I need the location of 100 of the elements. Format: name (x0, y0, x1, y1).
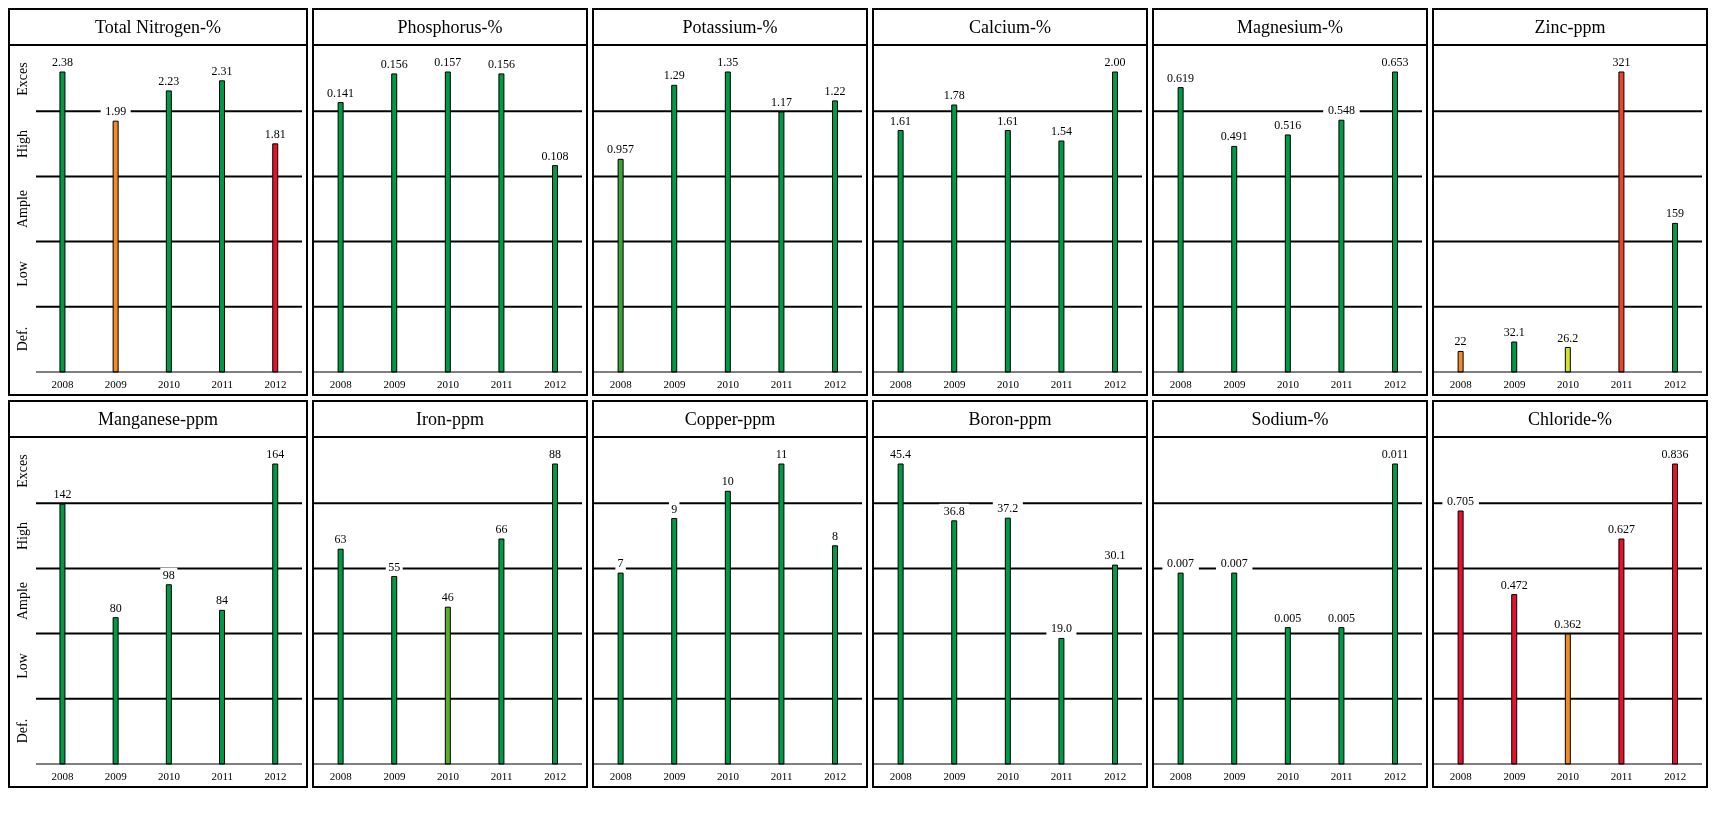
x-tick-label: 2011 (1330, 377, 1353, 390)
text: High (15, 521, 31, 550)
chart-title: Calcium-% (874, 10, 1146, 46)
data-label: 32.1 (1503, 325, 1525, 339)
data-label: 2.23 (158, 73, 180, 88)
text: Ample (15, 581, 31, 621)
data-label: 1.54 (1050, 124, 1072, 138)
data-label: 0.627 (1607, 522, 1635, 536)
data-label: 0.548 (1327, 103, 1355, 118)
x-tick-label: 2008 (1169, 377, 1193, 390)
x-tick-label: 2010 (437, 769, 460, 782)
x-tick-label: 2011 (1610, 769, 1633, 782)
x-tick-label: 2011 (211, 377, 233, 390)
x-tick-label: 2012 (824, 377, 847, 390)
text: Low (14, 261, 31, 288)
x-tick-label: 2009 (1223, 769, 1246, 782)
data-label: 1.29 (663, 68, 685, 83)
chart-title: Zinc-ppm (1434, 10, 1706, 46)
text: Low (14, 653, 31, 680)
data-label: 0.007 (1220, 556, 1248, 571)
x-tick-label: 2011 (490, 377, 513, 390)
data-label: 0.007 (1167, 556, 1195, 571)
text: Exces (15, 453, 31, 488)
text: Ample (15, 189, 31, 229)
data-label: 22 (1454, 334, 1467, 349)
data-label: 55 (388, 559, 401, 574)
x-tick-label: 2010 (1557, 377, 1580, 390)
data-label: 1.81 (264, 126, 286, 141)
x-tick-label: 2008 (51, 769, 75, 782)
chart-title: Magnesium-% (1154, 10, 1426, 46)
x-tick-label: 2012 (1104, 769, 1127, 782)
data-label: 0.011 (1381, 447, 1409, 461)
data-label: 98 (162, 567, 175, 582)
data-label: 2.00 (1104, 55, 1126, 69)
data-label: 1.17 (770, 95, 792, 109)
data-label: 36.8 (943, 503, 965, 518)
x-tick-label: 2008 (609, 377, 633, 390)
x-tick-label: 2008 (609, 769, 633, 782)
data-label: 164 (266, 447, 285, 461)
x-tick-label: 2012 (1664, 377, 1687, 390)
x-tick-label: 2010 (158, 769, 181, 782)
x-tick-label: 2010 (717, 377, 740, 390)
data-label: 0.156 (380, 56, 408, 71)
text: Def. (15, 327, 31, 352)
data-label: 63 (334, 532, 347, 547)
data-label: 88 (549, 447, 562, 461)
data-label: 1.22 (824, 83, 846, 98)
data-label: 45.4 (890, 447, 912, 461)
chart-title: Sodium-% (1154, 402, 1426, 438)
chart-title: Boron-ppm (874, 402, 1146, 438)
x-tick-label: 2009 (943, 377, 966, 390)
data-label: 9 (671, 501, 678, 516)
text: High (15, 129, 31, 158)
data-label: 0.472 (1500, 577, 1528, 592)
x-tick-label: 2008 (889, 377, 913, 390)
x-tick-label: 2010 (1557, 769, 1580, 782)
x-tick-label: 2009 (1503, 769, 1526, 782)
x-tick-label: 2011 (1330, 769, 1353, 782)
x-tick-label: 2012 (1664, 769, 1687, 782)
x-tick-label: 2008 (1449, 769, 1473, 782)
data-label: 0.516 (1274, 117, 1302, 132)
data-label: 11 (775, 447, 788, 461)
chart-title: Phosphorus-% (314, 10, 586, 46)
data-label: 0.005 (1327, 610, 1355, 625)
x-tick-label: 2009 (663, 769, 686, 782)
x-tick-label: 2011 (770, 769, 793, 782)
data-label: 0.491 (1220, 129, 1248, 144)
data-label: 1.99 (105, 104, 127, 119)
data-label: 0.836 (1661, 447, 1689, 461)
x-tick-label: 2008 (51, 377, 75, 390)
data-label: 10 (721, 474, 734, 489)
data-label: 0.705 (1447, 494, 1475, 509)
x-tick-label: 2011 (1050, 769, 1073, 782)
x-tick-label: 2011 (211, 769, 233, 782)
x-tick-label: 2008 (889, 769, 913, 782)
x-tick-label: 2012 (264, 377, 287, 390)
x-tick-label: 2012 (264, 769, 287, 782)
chart-title: Chloride-% (1434, 402, 1706, 438)
data-label: 1.61 (890, 113, 912, 128)
x-tick-label: 2010 (1277, 377, 1300, 390)
data-label: 30.1 (1104, 548, 1126, 563)
data-label: 0.156 (487, 56, 515, 71)
data-label: 159 (1666, 206, 1685, 221)
data-label: 142 (53, 487, 72, 502)
data-label: 0.005 (1274, 610, 1302, 625)
data-label: 321 (1612, 55, 1631, 69)
data-label: 26.2 (1557, 330, 1579, 345)
data-label: 1.35 (717, 55, 739, 69)
text: Exces (15, 61, 31, 96)
data-label: 2.38 (51, 55, 73, 69)
data-label: 37.2 (997, 501, 1019, 516)
data-label: 80 (109, 600, 122, 615)
x-tick-label: 2010 (158, 377, 181, 390)
data-label: 2.31 (211, 63, 233, 78)
data-label: 7 (617, 556, 624, 571)
x-tick-label: 2012 (544, 769, 567, 782)
x-tick-label: 2011 (1610, 377, 1633, 390)
x-tick-label: 2009 (1223, 377, 1246, 390)
x-tick-label: 2012 (824, 769, 847, 782)
x-tick-label: 2011 (770, 377, 793, 390)
